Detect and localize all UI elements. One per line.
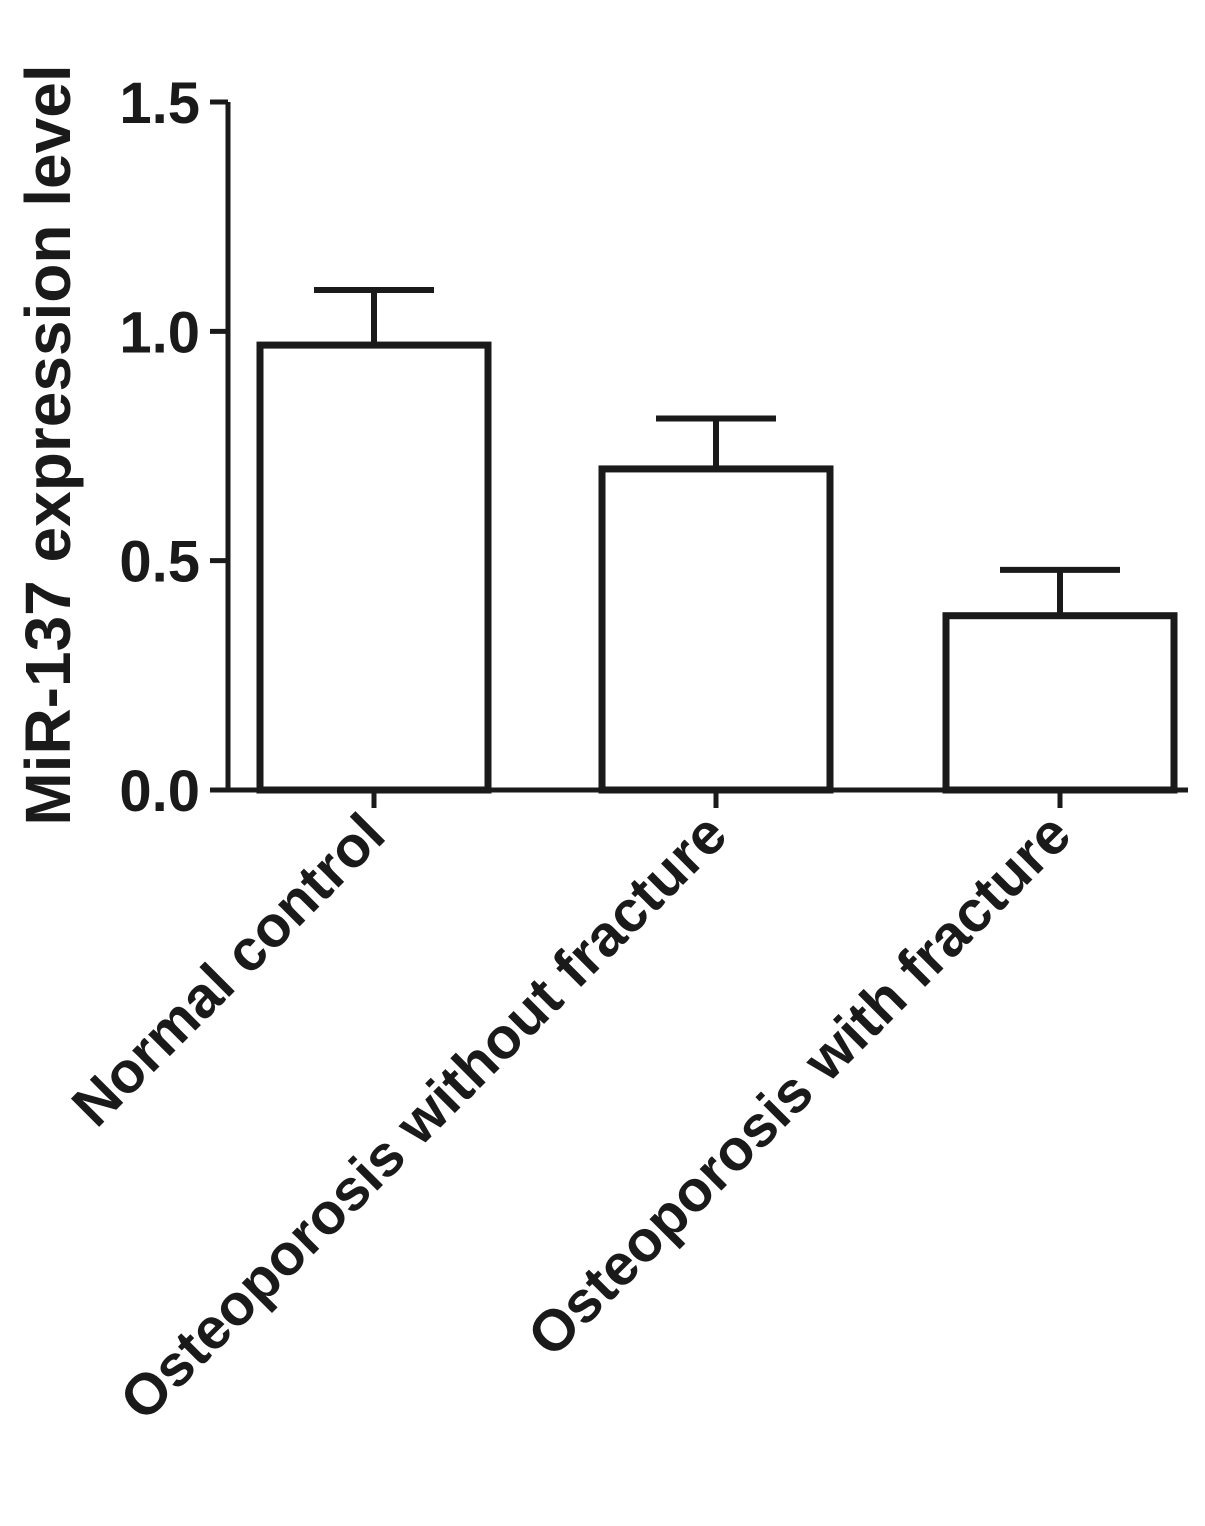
y-tick-label: 1.5	[119, 71, 200, 136]
y-tick-label: 0.5	[119, 530, 200, 595]
bar	[942, 612, 1178, 794]
y-axis-label: MiR-137 expression level	[12, 64, 84, 825]
y-ticks: 0.0 0.5 1.0 1.5	[119, 71, 228, 824]
axes-layer	[225, 102, 1188, 793]
error-bars-layer	[314, 287, 1120, 616]
x-tick-label: Osteoporosis with fracture	[515, 801, 1083, 1369]
x-tick-label: Normal control	[60, 801, 398, 1139]
y-tick-label: 0.0	[119, 759, 200, 824]
bar	[598, 465, 834, 794]
x-tick-label: Osteoporosis without fracture	[108, 801, 740, 1433]
y-tick-label: 1.0	[119, 300, 200, 365]
bar	[256, 341, 492, 794]
